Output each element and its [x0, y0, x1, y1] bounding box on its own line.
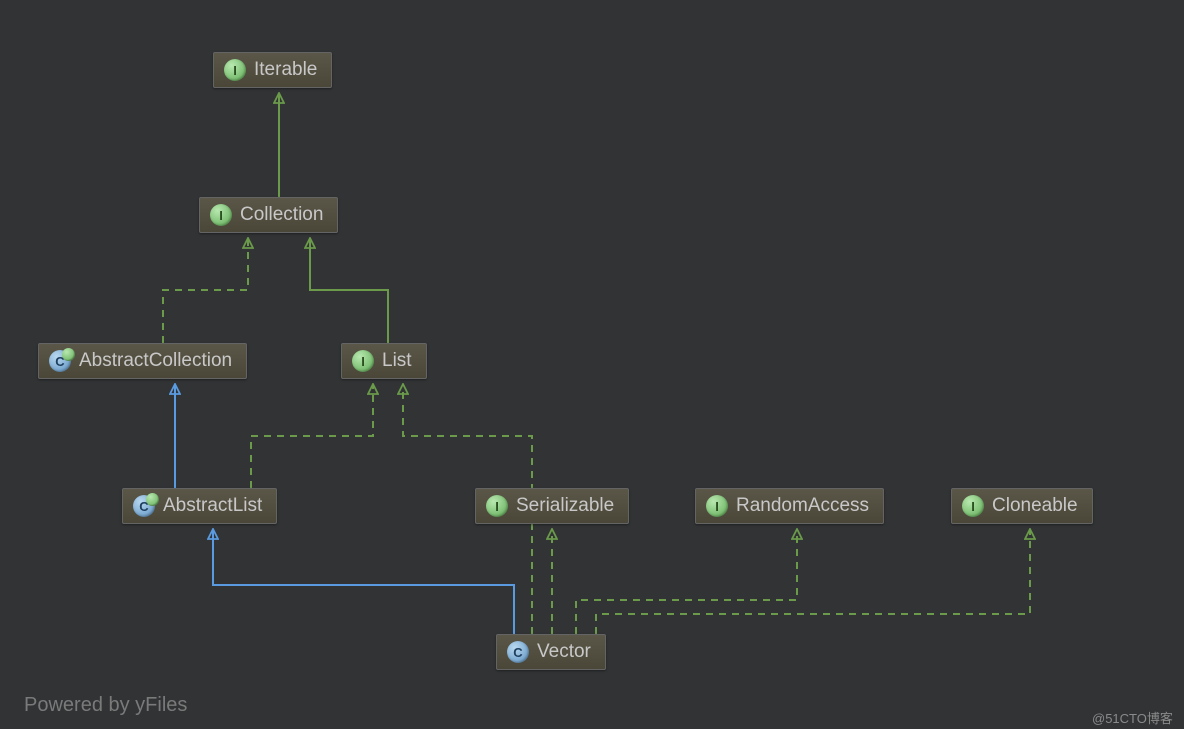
watermark: @51CTO博客	[1092, 708, 1173, 727]
abstract-class-icon: C	[133, 495, 155, 517]
edge-list-collection	[310, 239, 388, 343]
node-label: Vector	[537, 641, 591, 663]
node-label: Serializable	[516, 495, 614, 517]
edge-abstractcollection-collection	[163, 239, 248, 343]
node-label: Cloneable	[992, 495, 1078, 517]
node-cloneable[interactable]: I Cloneable	[951, 488, 1093, 524]
interface-icon: I	[210, 204, 232, 226]
interface-icon: I	[962, 495, 984, 517]
node-vector[interactable]: C Vector	[496, 634, 606, 670]
node-label: Iterable	[254, 59, 317, 81]
node-randomaccess[interactable]: I RandomAccess	[695, 488, 884, 524]
node-list[interactable]: I List	[341, 343, 427, 379]
node-iterable[interactable]: I Iterable	[213, 52, 332, 88]
node-label: RandomAccess	[736, 495, 869, 517]
node-collection[interactable]: I Collection	[199, 197, 338, 233]
node-label: AbstractList	[163, 495, 262, 517]
node-serializable[interactable]: I Serializable	[475, 488, 629, 524]
interface-icon: I	[486, 495, 508, 517]
interface-icon: I	[352, 350, 374, 372]
interface-icon: I	[706, 495, 728, 517]
edge-vector-abstractlist	[213, 530, 514, 634]
interface-icon: I	[224, 59, 246, 81]
edge-abstractlist-list	[251, 385, 373, 488]
node-label: Collection	[240, 204, 323, 226]
footer-credit: Powered by yFiles	[24, 694, 187, 717]
edge-vector-randomaccess	[576, 530, 797, 634]
node-abstractcollection[interactable]: C AbstractCollection	[38, 343, 247, 379]
class-icon: C	[507, 641, 529, 663]
abstract-class-icon: C	[49, 350, 71, 372]
node-label: AbstractCollection	[79, 350, 232, 372]
node-label: List	[382, 350, 412, 372]
edge-vector-cloneable	[596, 530, 1030, 634]
node-abstractlist[interactable]: C AbstractList	[122, 488, 277, 524]
